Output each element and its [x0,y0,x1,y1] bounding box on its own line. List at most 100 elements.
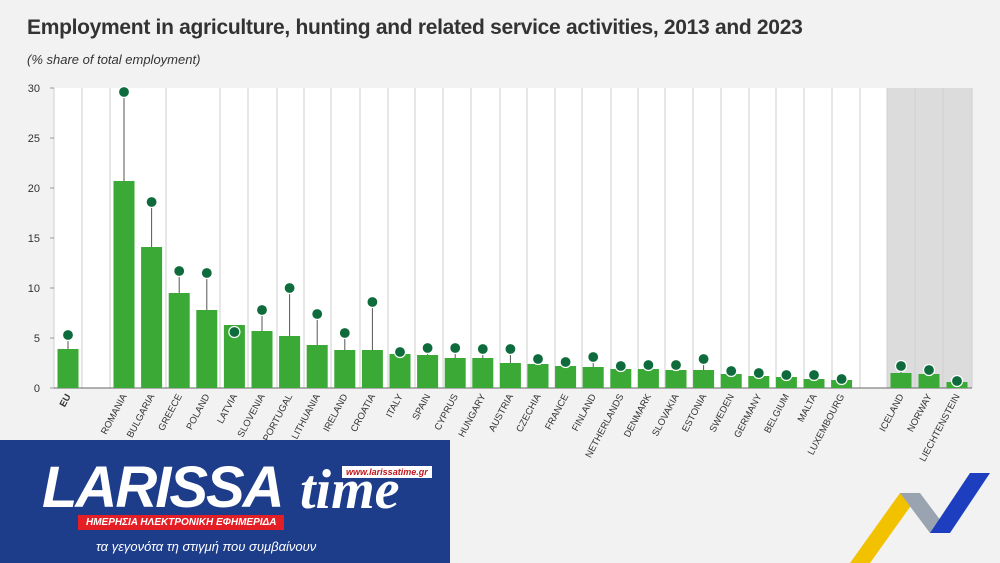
dot-sweden [725,364,738,378]
x-label-cyprus: CYPRUS [433,392,461,432]
dot-greece [173,264,186,278]
dot-croatia [366,295,379,309]
bar-eu [57,349,79,388]
bar-poland [196,310,218,388]
dot-spain [421,341,434,355]
bar-germany [748,376,770,388]
dot-malta [807,368,821,382]
x-label-bulgaria: BULGARIA [125,392,158,440]
x-label-austria: AUSTRIA [487,392,516,434]
dot-ireland [338,326,351,340]
dot-portugal [283,281,296,295]
y-tick-label: 5 [34,333,40,345]
dot-slovenia [255,303,269,317]
bar-cyprus [444,358,466,388]
bar-france [555,366,577,388]
dot-italy [393,345,407,359]
x-label-croatia: CROATIA [349,392,379,434]
x-label-slovenia: SLOVENIA [236,392,268,440]
bar-ireland [334,350,356,388]
bar-greece [168,293,190,388]
x-label-malta: MALTA [796,392,820,424]
bar-iceland [890,373,912,388]
dot-luxembourg [835,372,848,386]
dot-finland [587,350,600,364]
bar-bulgaria [141,247,163,388]
dot-iceland [894,359,908,373]
x-label-germany: GERMANY [732,392,765,440]
dot-czechia [531,352,545,366]
x-label-greece: GREECE [156,392,185,433]
bar-slovakia [665,370,687,388]
dot-romania [117,85,131,99]
chart-subtitle: (% share of total employment) [27,52,201,67]
y-tick-label: 20 [28,183,40,195]
x-label-iceland: ICELAND [878,392,907,434]
bar-spain [417,355,439,388]
bar-belgium [775,377,797,388]
x-label-italy: ITALY [384,392,406,420]
dot-germany [752,366,765,380]
dot-france [559,355,572,369]
dot-denmark [642,358,655,372]
bar-estonia [693,370,715,388]
dot-cyprus [449,341,462,355]
bar-hungary [472,358,494,388]
bar-norway [918,374,940,388]
y-tick-label: 10 [28,283,40,295]
bar-portugal [279,336,301,388]
x-label-lithuania: LITHUANIA [290,392,323,442]
dot-belgium [780,368,793,382]
x-label-poland: POLAND [184,392,212,432]
x-label-spain: SPAIN [410,392,433,422]
efta-shaded-region [887,88,972,388]
dot-poland [200,266,213,280]
x-label-latvia: LATVIA [215,392,240,426]
y-tick-label: 15 [28,233,40,245]
y-tick-label: 30 [28,83,40,95]
eurostat-corner-logo [850,473,990,563]
bar-denmark [637,369,659,388]
bar-latvia [223,325,245,388]
x-label-norway: NORWAY [905,392,935,434]
brand-banner: ΗΜΕΡΗΣΙΑ ΗΛΕΚΤΡΟΝΙΚΗ ΕΦΗΜΕΡΙΔΑ [78,515,285,530]
bar-malta [803,379,825,388]
dot-hungary [476,342,489,356]
dot-liechtenstein [950,374,964,388]
dot-latvia [228,325,241,339]
bar-sweden [720,374,742,388]
x-label-estonia: ESTONIA [680,392,710,434]
x-label-eu: EU [58,392,74,409]
x-label-france: FRANCE [543,392,571,432]
chart-title: Employment in agriculture, hunting and r… [27,16,803,39]
brand-url[interactable]: www.larissatime.gr [342,466,432,478]
bar-czechia [527,364,549,388]
brand-wordmark: LARISSA [42,455,285,520]
x-label-slovakia: SLOVAKIA [650,392,682,439]
larissatime-logo: LARISSA time www.larissatime.gr ΗΜΕΡΗΣΙΑ… [0,440,450,563]
bar-italy [389,354,411,388]
bar-austria [499,363,521,388]
bar-croatia [361,350,383,388]
x-label-finland: FINLAND [570,392,599,433]
bar-lithuania [306,345,328,388]
x-label-denmark: DENMARK [622,392,654,440]
dot-lithuania [311,307,324,321]
dot-bulgaria [145,195,158,209]
bar-netherlands [610,369,632,388]
x-label-hungary: HUNGARY [457,392,489,440]
x-label-ireland: IRELAND [321,392,350,434]
bar-finland [582,367,604,388]
dot-eu [61,328,75,342]
x-label-romania: ROMANIA [99,392,130,437]
y-tick-label: 25 [28,133,40,145]
x-label-czechia: CZECHIA [514,392,544,435]
dot-slovakia [669,358,683,372]
dot-estonia [697,352,710,366]
y-tick-label: 0 [34,383,40,395]
x-label-sweden: SWEDEN [708,392,737,434]
dot-netherlands [614,359,627,373]
x-label-belgium: BELGIUM [762,392,792,435]
dot-austria [504,342,517,356]
